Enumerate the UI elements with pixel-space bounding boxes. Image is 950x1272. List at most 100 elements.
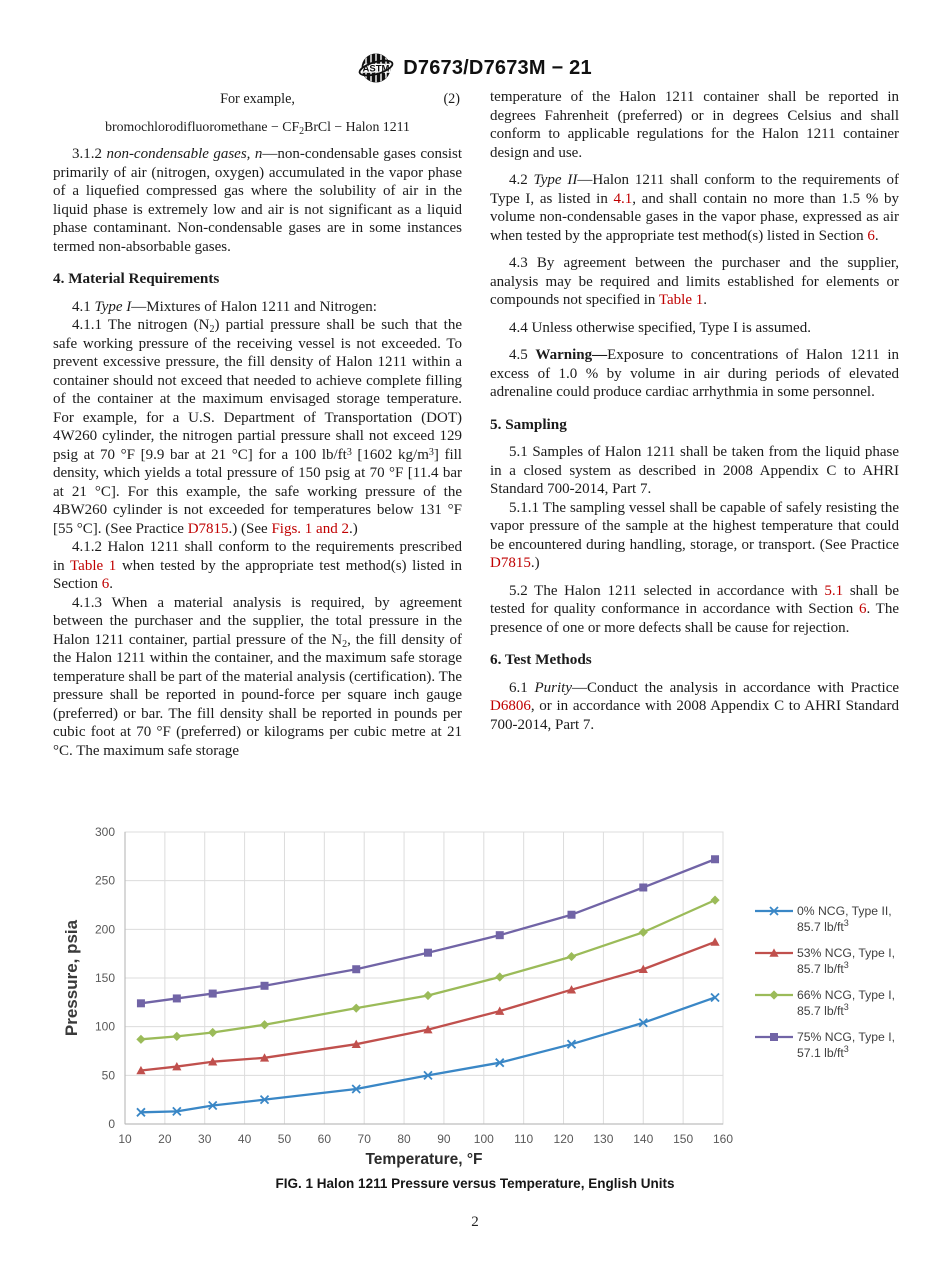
text-segment: Type I [94, 298, 132, 315]
text-segment: .) (See [228, 520, 272, 537]
body-paragraph: 4.1 Type I—Mixtures of Halon 1211 and Ni… [53, 298, 462, 317]
marker-diamond [351, 1003, 361, 1013]
text-segment: BrCl − Halon 1211 [304, 118, 410, 134]
x-tick-label: 10 [118, 1132, 132, 1146]
body-paragraph: 4.1.2 Halon 1211 shall conform to the re… [53, 538, 462, 594]
reference-link[interactable]: 6 [867, 227, 875, 244]
text-segment: Warning— [535, 347, 608, 363]
y-tick-label: 50 [102, 1068, 116, 1082]
text-segment: —Mixtures of Halon 1211 and Nitrogen: [131, 298, 377, 315]
text-segment: 4.4 Unless otherwise specified, Type I i… [509, 319, 811, 336]
figure-1-pressure-temperature-chart: 0 50 100 150 200 250 300 10 20 30 40 50 60 70 80 90 100 1… [62, 825, 895, 1168]
text-segment: bromochlorodifluoromethane − CF [105, 118, 300, 134]
x-tick-label: 90 [437, 1132, 451, 1146]
x-tick-label: 60 [318, 1132, 332, 1146]
marker-square [639, 883, 648, 892]
marker-x [172, 1106, 182, 1116]
marker-triangle [208, 1057, 218, 1066]
marker-diamond [710, 895, 720, 905]
two-column-body: For example, (2) bromochlorodifluoromethan… [53, 88, 899, 760]
text-segment: [1602 kg/m [351, 446, 429, 463]
marker-triangle [136, 1065, 146, 1075]
left-column: For example, (2) bromochlorodifluoromethan… [53, 88, 462, 760]
text-segment: 3 [346, 446, 352, 458]
legend-label: 66% NCG, Type I, [797, 988, 895, 1002]
marker-x [259, 1095, 270, 1105]
text-segment: , and shall contain no more than 1.5 % b… [490, 190, 899, 244]
marker-triangle [566, 985, 577, 994]
marker-square [770, 1033, 778, 1041]
marker-triangle [351, 1039, 361, 1048]
x-tick-label: 100 [474, 1132, 494, 1146]
text-segment: . [874, 227, 879, 244]
reference-link[interactable]: 6 [101, 576, 110, 592]
legend-label: 53% NCG, Type I, [797, 946, 895, 960]
reference-link[interactable]: D7815 [490, 555, 531, 571]
marker-square [711, 855, 720, 864]
reference-link[interactable]: 6 [858, 601, 867, 617]
series-line [140, 940, 716, 1072]
text-segment: Exposure to concentrations of Halon 1211… [490, 347, 900, 400]
x-tick-label: 20 [158, 1132, 172, 1146]
marker-triangle [172, 1061, 182, 1071]
marker-triangle [769, 948, 779, 957]
y-tick-label: 0 [108, 1117, 115, 1131]
marker-square [567, 910, 576, 919]
reference-link[interactable]: D6806 [490, 698, 531, 714]
right-column: temperature of the Halon 1211 container … [490, 88, 899, 760]
x-tick-label: 120 [554, 1132, 574, 1146]
marker-x [495, 1058, 505, 1068]
text-segment: temperature of the Halon 1211 container … [490, 89, 899, 161]
page-header: ASTM D7673/D7673M − 21 [0, 50, 950, 86]
text-segment: 3 [428, 446, 434, 458]
marker-x [136, 1107, 146, 1117]
reference-link[interactable]: D7815 [187, 520, 229, 537]
text-segment: —Halon 1211 shall conform to the require… [490, 172, 899, 207]
text-segment: non-condensable gases, n [106, 146, 263, 162]
x-tick-label: 80 [397, 1132, 411, 1146]
legend-label: 85.7 lb/ft3 [797, 1002, 849, 1018]
y-tick-label: 100 [95, 1020, 115, 1034]
marker-triangle [638, 964, 648, 974]
x-tick-label: 130 [593, 1132, 613, 1146]
reference-link[interactable]: Table 1 [658, 292, 704, 308]
x-tick-label: 160 [713, 1132, 733, 1146]
y-axis-title: Pressure, psia [62, 919, 81, 1036]
body-paragraph: 5.1 Samples of Halon 1211 shall be taken… [490, 443, 899, 499]
text-segment: 3.1.2 [72, 146, 107, 162]
text-segment: 2 [342, 638, 348, 650]
body-paragraph: 4.1.1 The nitrogen (N2) partial pressure… [53, 316, 462, 538]
marker-x [769, 906, 779, 916]
series-line [140, 858, 716, 1005]
marker-triangle [259, 1053, 270, 1062]
marker-square [208, 989, 217, 998]
body-paragraph: 4.5 Warning—Exposure to concentrations o… [490, 346, 899, 402]
reference-link[interactable]: Figs. 1 and 2 [271, 520, 349, 537]
text-segment: . [109, 576, 113, 592]
legend-label: 0% NCG, Type II, [797, 904, 892, 918]
reference-link[interactable]: 4.1 [613, 190, 633, 207]
marker-square [352, 965, 361, 974]
marker-x [710, 992, 720, 1003]
text-segment: 4.1 [72, 298, 95, 315]
text-segment: —non-condensable gases consist primarily… [53, 146, 463, 255]
marker-diamond [259, 1020, 270, 1030]
text-segment: 4.3 By agreement between the purchaser a… [490, 255, 899, 308]
text-segment: Type II [533, 172, 578, 188]
marker-x [423, 1070, 433, 1080]
text-segment: ) partial pressure shall be such that th… [53, 317, 462, 463]
x-tick-label: 140 [633, 1132, 653, 1146]
body-paragraph: 3.1.2 non-condensable gases, n—non-conde… [53, 145, 462, 256]
body-paragraph: 5.1.1 The sampling vessel shall be capab… [490, 499, 899, 573]
text-segment: 5.2 The Halon 1211 selected in accordanc… [509, 582, 825, 599]
body-paragraph: 4.4 Unless otherwise specified, Type I i… [490, 319, 899, 338]
figure-caption: FIG. 1 Halon 1211 Pressure versus Temper… [275, 1176, 675, 1191]
marker-diamond [495, 972, 505, 982]
reference-link[interactable]: 5.1 [824, 582, 844, 599]
text-segment: Purity [534, 679, 573, 696]
marker-x [638, 1018, 648, 1028]
body-paragraph: 5.2 The Halon 1211 selected in accordanc… [490, 582, 899, 638]
reference-link[interactable]: Table 1 [70, 557, 117, 574]
y-tick-label: 250 [95, 874, 115, 888]
text-segment: . The presence of one or more defects sh… [490, 601, 899, 636]
